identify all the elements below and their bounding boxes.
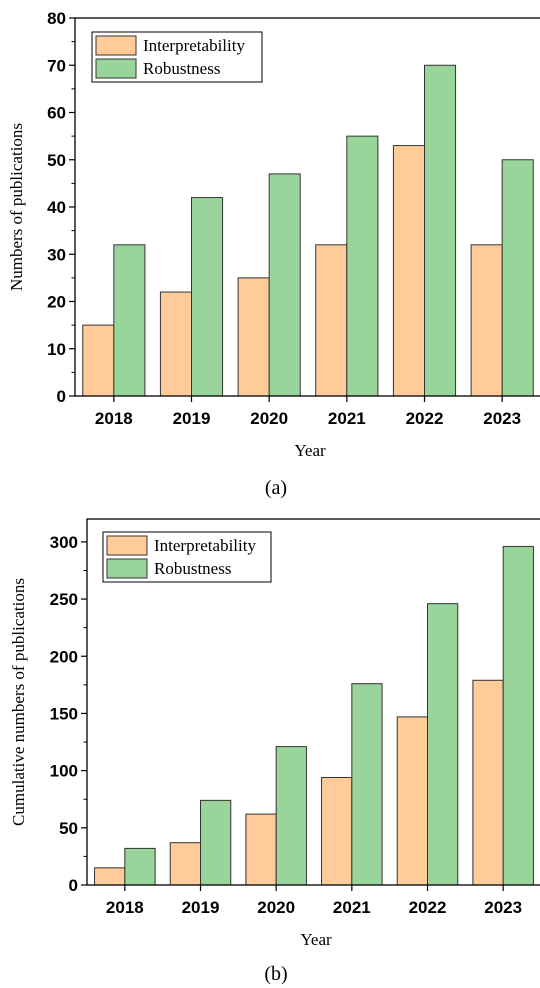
bar-robustness-2022 <box>427 603 459 886</box>
y-tick-label-250: 250 <box>50 590 78 609</box>
plot-frame <box>86 518 540 886</box>
chart-2: 2018 2019 2020 2021 2022 2023 0 50 100 150 200 250 3… <box>9 518 540 985</box>
legend-label-robustness: Robustness <box>143 59 220 78</box>
bar-interpretability-2023 <box>472 679 504 886</box>
bar-robustness-2021 <box>351 683 383 886</box>
bar-robustness-2019 <box>200 799 232 886</box>
y-tick-label-200: 200 <box>50 647 78 666</box>
y-tick-label-300: 300 <box>50 533 78 552</box>
bar-robustness-2022 <box>424 64 457 397</box>
bar-robustness-2020 <box>268 173 301 397</box>
legend-swatch-robustness <box>106 558 148 579</box>
legend-label-interpretability: Interpretability <box>143 36 245 55</box>
x-tick-label-2018: 2018 <box>95 409 133 428</box>
figure-caption: (a) <box>265 477 287 499</box>
bar-interpretability-2019 <box>159 291 192 397</box>
y-axis-title: Numbers of publications <box>7 123 26 291</box>
x-tick-label-2019: 2019 <box>182 898 220 917</box>
x-tick-label-2018: 2018 <box>106 898 144 917</box>
bar-robustness-2019 <box>191 197 224 397</box>
bar-interpretability-2021 <box>315 244 348 397</box>
x-axis-title: Year <box>294 441 326 460</box>
chart-1: 2018 2019 2020 2021 2022 2023 0 10 20 30 40 50 60 70 8… <box>7 9 540 499</box>
y-axis-title: Cumulative numbers of publications <box>9 578 28 826</box>
bar-interpretability-2019 <box>169 842 201 886</box>
y-tick-label-40: 40 <box>47 198 66 217</box>
x-tick-label-2022: 2022 <box>406 409 444 428</box>
y-tick-label-50: 50 <box>47 151 66 170</box>
bar-interpretability-2021 <box>321 776 353 886</box>
x-tick-label-2021: 2021 <box>328 409 366 428</box>
y-tick-label-150: 150 <box>50 704 78 723</box>
bar-interpretability-2020 <box>237 277 270 397</box>
x-tick-label-2020: 2020 <box>250 409 288 428</box>
bar-robustness-2023 <box>501 159 534 397</box>
y-tick-label-80: 80 <box>47 9 66 28</box>
legend-swatch-robustness <box>95 58 137 79</box>
bar-interpretability-2023 <box>470 244 503 397</box>
x-tick-label-2023: 2023 <box>484 898 522 917</box>
bar-robustness-2020 <box>275 746 307 886</box>
legend-label-robustness: Robustness <box>154 559 231 578</box>
x-tick-label-2019: 2019 <box>173 409 211 428</box>
figure-caption: (b) <box>264 963 287 985</box>
y-tick-label-0: 0 <box>69 876 78 895</box>
y-tick-label-0: 0 <box>57 387 66 406</box>
bar-interpretability-2018 <box>82 324 115 397</box>
bar-robustness-2018 <box>113 244 146 397</box>
bar-interpretability-2022 <box>396 716 429 886</box>
x-axis-title: Year <box>300 930 332 949</box>
bar-robustness-2023 <box>502 545 534 886</box>
y-tick-label-10: 10 <box>47 340 66 359</box>
bar-interpretability-2022 <box>392 145 425 397</box>
x-tick-label-2020: 2020 <box>257 898 295 917</box>
y-tick-label-100: 100 <box>50 762 78 781</box>
y-tick-label-50: 50 <box>59 819 78 838</box>
y-tick-label-70: 70 <box>47 56 66 75</box>
x-tick-label-2021: 2021 <box>333 898 371 917</box>
x-tick-label-2023: 2023 <box>483 409 521 428</box>
y-tick-label-60: 60 <box>47 104 66 123</box>
legend: Interpretability Robustness <box>102 531 272 583</box>
bar-robustness-2018 <box>124 847 156 886</box>
legend: Interpretability Robustness <box>91 31 263 83</box>
y-tick-label-30: 30 <box>47 245 66 264</box>
bar-robustness-2021 <box>346 135 379 397</box>
bar-interpretability-2020 <box>245 813 277 886</box>
legend-label-interpretability: Interpretability <box>154 536 256 555</box>
x-tick-label-2022: 2022 <box>409 898 447 917</box>
legend-swatch-interpretability <box>106 535 148 556</box>
bar-interpretability-2018 <box>94 867 126 886</box>
y-tick-label-20: 20 <box>47 293 66 312</box>
legend-swatch-interpretability <box>95 35 137 56</box>
